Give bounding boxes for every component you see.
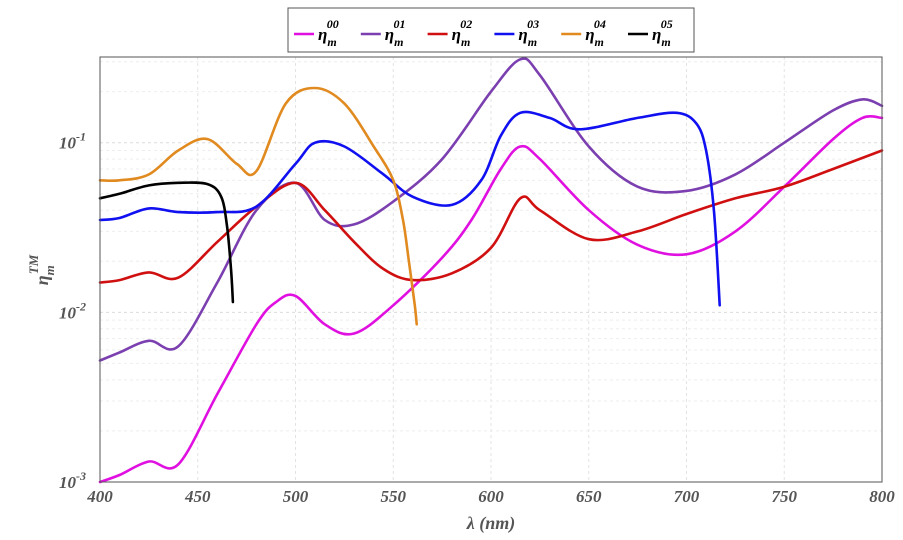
x-tick-label: 400: [86, 487, 113, 506]
series-line-05: [98, 181, 235, 304]
y-tick-label: 10-2: [59, 299, 86, 322]
y-tick-labels: 10-3 10-2 10-1: [59, 130, 86, 492]
x-tick-label: 800: [869, 487, 895, 506]
y-axis-label-base: η: [32, 275, 52, 285]
legend-label-02: ηm02: [452, 17, 473, 49]
x-tick-label: 700: [674, 487, 700, 506]
svg-text:ηmTM: ηmTM: [26, 254, 57, 285]
series-line-02: [98, 149, 884, 284]
plot-frame: [99, 56, 883, 483]
x-tick-label: 550: [381, 487, 407, 506]
y-axis-label-sup: TM: [26, 254, 41, 274]
legend-label-05: ηm05: [652, 17, 673, 49]
series-group: [98, 57, 884, 484]
legend: ηm00 ηm01 ηm02 ηm03 ηm04 ηm05: [287, 7, 695, 53]
series-line-04: [98, 86, 418, 326]
y-tick-label: 10-1: [59, 130, 86, 153]
x-tick-label: 750: [772, 487, 798, 506]
y-axis-label: ηmTM: [26, 254, 57, 285]
legend-label-01: ηm01: [385, 17, 406, 49]
x-axis-label: λ (nm): [466, 513, 516, 534]
series-line-00: [98, 115, 884, 484]
y-axis-label-sub: m: [42, 265, 57, 275]
x-tick-labels: 400 450 500 550 600 650 700 750 800: [86, 487, 895, 506]
grid: [99, 57, 883, 483]
legend-label-00: ηm00: [318, 17, 339, 49]
legend-label-04: ηm04: [585, 17, 606, 49]
x-tick-label: 650: [576, 487, 602, 506]
series-line-01: [98, 57, 884, 362]
y-tick-label: 10-3: [59, 469, 86, 492]
x-tick-label: 450: [184, 487, 211, 506]
legend-label-03: ηm03: [518, 17, 539, 49]
legend-box: [287, 7, 695, 53]
x-tick-label: 500: [283, 487, 309, 506]
series-line-03: [98, 110, 721, 307]
x-tick-label: 600: [478, 487, 504, 506]
